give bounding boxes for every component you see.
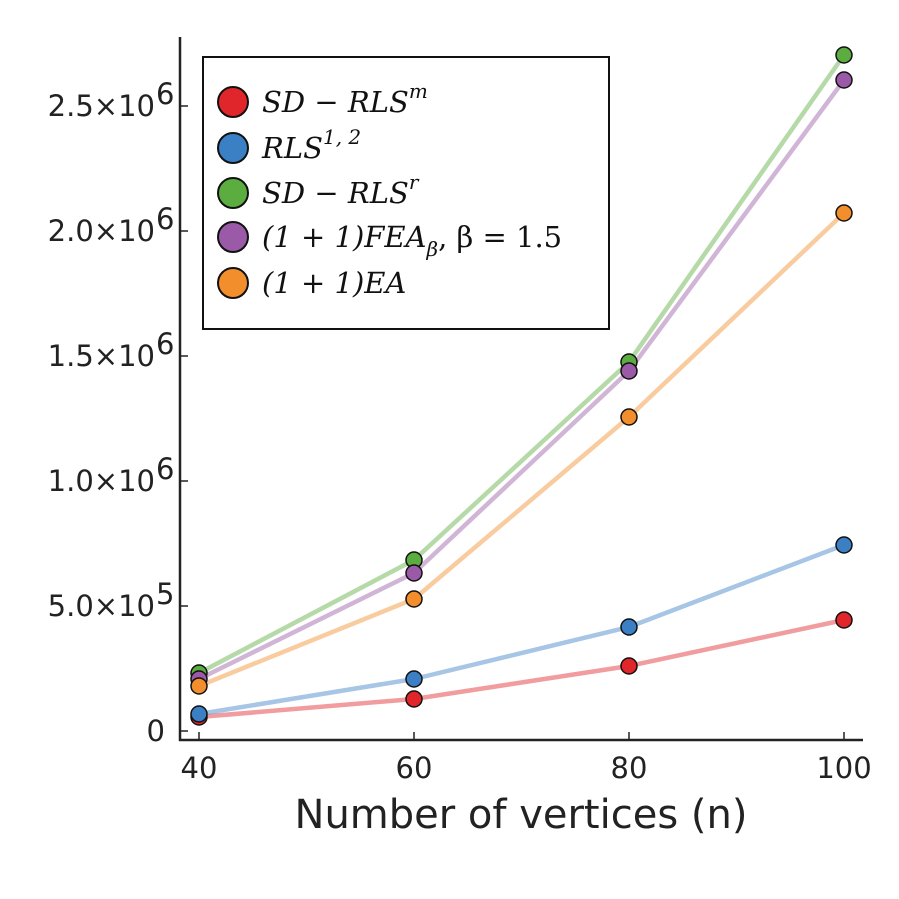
data-point-4-0 [190, 677, 208, 695]
data-point-1-2 [620, 618, 638, 636]
data-point-1-1 [405, 670, 423, 688]
series-line-3 [198, 78, 846, 682]
x-tick-label: 100 [816, 751, 871, 785]
y-tick-label: 2.5×10 [48, 89, 155, 123]
legend-marker-4 [217, 267, 249, 299]
series-line-4 [198, 211, 846, 689]
data-point-2-3 [835, 46, 853, 64]
y-tick-label: 5.0×10 [48, 589, 155, 623]
y-tick-label: 0 [147, 714, 165, 748]
legend-marker-3 [217, 221, 249, 253]
x-axis-label: Number of vertices (n) [295, 792, 748, 838]
data-point-3-1 [405, 564, 423, 582]
legend-label-0: SD − RLSm [262, 79, 428, 119]
legend: SD − RLSm RLS1, 2 SD − RLSr (1 + 1)FEAβ, β … [202, 56, 610, 330]
legend-label-4: (1 + 1)EA [262, 266, 406, 300]
data-point-4-2 [620, 408, 638, 426]
data-point-0-3 [835, 611, 853, 629]
y-tick-exponent: 5 [156, 577, 174, 611]
legend-marker-2 [217, 177, 249, 209]
y-tick-label: 1.0×10 [48, 464, 155, 498]
data-point-4-1 [405, 590, 423, 608]
legend-label-3: (1 + 1)FEAβ, β = 1.5 [262, 220, 562, 261]
x-tick-label: 60 [396, 751, 433, 785]
series-line-1 [198, 542, 845, 717]
data-point-4-3 [835, 204, 853, 222]
y-tick-labels: 05.0×10 51.0×10 61.5×10 62.0×10 62.5×10 6 [48, 77, 188, 748]
y-tick-exponent: 6 [156, 202, 174, 236]
y-tick-exponent: 6 [156, 452, 174, 486]
data-point-0-1 [405, 690, 423, 708]
y-tick-exponent: 6 [156, 327, 174, 361]
x-tick-labels: 40 60 80 100 [181, 732, 872, 785]
series-lines [197, 53, 846, 720]
data-point-3-2 [620, 362, 638, 380]
series-line-0 [198, 617, 845, 720]
legend-label-1: RLS1, 2 [261, 125, 361, 165]
y-tick-label: 2.0×10 [48, 214, 155, 248]
series-points [190, 46, 853, 726]
x-tick-label: 40 [181, 751, 218, 785]
data-point-0-2 [620, 657, 638, 675]
legend-marker-1 [217, 132, 249, 164]
x-tick-label: 80 [611, 751, 648, 785]
y-tick-exponent: 6 [156, 77, 174, 111]
legend-marker-0 [217, 86, 249, 118]
data-point-1-0 [190, 705, 208, 723]
y-tick-label: 1.5×10 [48, 339, 155, 373]
legend-label-2: SD − RLSr [262, 170, 420, 210]
data-point-3-3 [835, 71, 853, 89]
data-point-1-3 [835, 536, 853, 554]
series-line-2 [197, 53, 846, 675]
legend-box [202, 56, 610, 330]
